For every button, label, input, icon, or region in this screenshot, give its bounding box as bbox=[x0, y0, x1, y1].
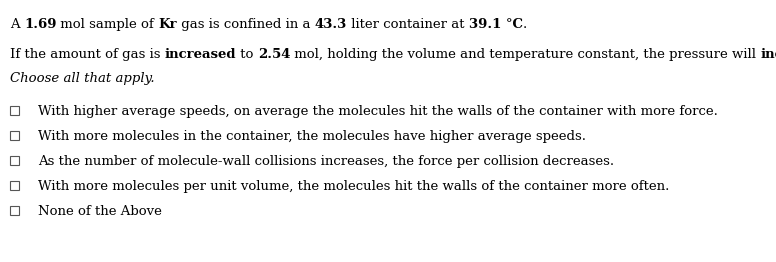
Bar bbox=[10, 131, 19, 140]
Text: increased: increased bbox=[165, 48, 236, 61]
Text: Kr: Kr bbox=[158, 18, 177, 31]
Text: None of the Above: None of the Above bbox=[38, 205, 162, 218]
Text: If the amount of gas is: If the amount of gas is bbox=[10, 48, 165, 61]
Bar bbox=[10, 106, 19, 115]
Bar bbox=[10, 206, 19, 215]
Text: liter container at: liter container at bbox=[347, 18, 469, 31]
Text: increase: increase bbox=[760, 48, 776, 61]
Text: 2.54: 2.54 bbox=[258, 48, 290, 61]
Text: 1.69: 1.69 bbox=[24, 18, 57, 31]
Bar bbox=[10, 181, 19, 190]
Text: A: A bbox=[10, 18, 24, 31]
Text: 43.3: 43.3 bbox=[315, 18, 347, 31]
Text: With more molecules in the container, the molecules have higher average speeds.: With more molecules in the container, th… bbox=[38, 130, 586, 143]
Text: mol, holding the volume and temperature constant, the pressure will: mol, holding the volume and temperature … bbox=[290, 48, 760, 61]
Text: Choose all that apply.: Choose all that apply. bbox=[10, 72, 154, 85]
Bar bbox=[10, 156, 19, 165]
Text: to: to bbox=[236, 48, 258, 61]
Text: .: . bbox=[523, 18, 527, 31]
Text: mol sample of: mol sample of bbox=[57, 18, 158, 31]
Text: With more molecules per unit volume, the molecules hit the walls of the containe: With more molecules per unit volume, the… bbox=[38, 180, 670, 193]
Text: As the number of molecule-wall collisions increases, the force per collision dec: As the number of molecule-wall collision… bbox=[38, 155, 614, 168]
Text: gas is confined in a: gas is confined in a bbox=[177, 18, 315, 31]
Text: With higher average speeds, on average the molecules hit the walls of the contai: With higher average speeds, on average t… bbox=[38, 105, 718, 118]
Text: 39.1 °C: 39.1 °C bbox=[469, 18, 523, 31]
